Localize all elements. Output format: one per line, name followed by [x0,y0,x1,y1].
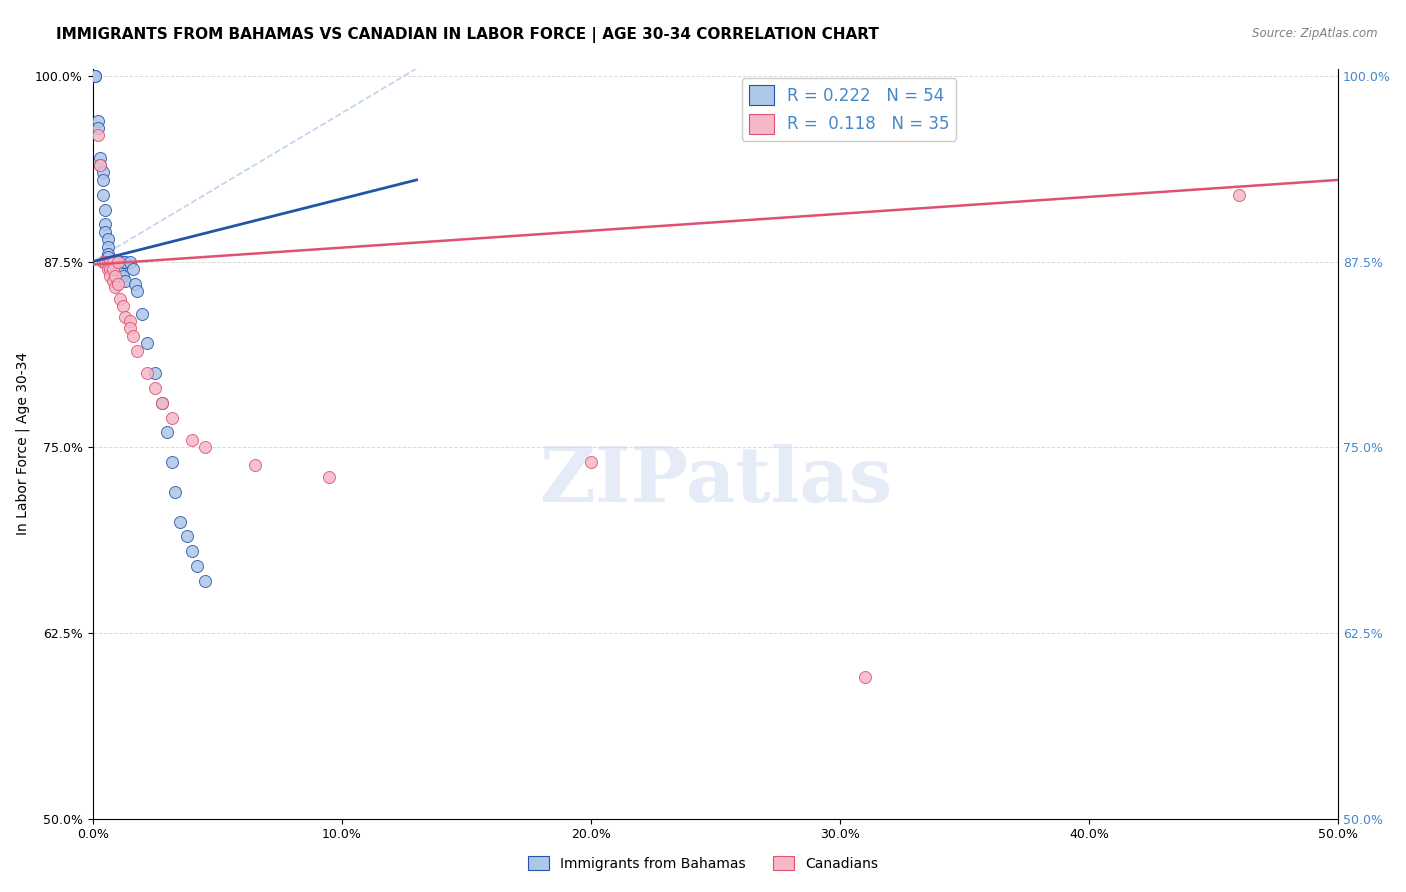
Point [94,225,117,239]
Point [101,254,124,268]
Point [143,381,166,395]
Point [94,202,117,217]
Point [108,265,131,279]
Point [101,254,124,268]
Point [97,254,120,268]
Point [194,574,217,588]
Point [98,254,121,268]
Point [1227,187,1250,202]
Point [84,69,107,83]
Point [91,173,114,187]
Point [121,262,143,277]
Point [853,671,876,685]
Point [107,262,129,277]
Point [91,165,114,179]
Point [111,299,134,313]
Point [104,269,127,284]
Point [114,310,136,324]
Point [108,292,131,306]
Point [98,258,121,272]
Point [94,254,117,268]
Point [243,458,266,472]
Point [152,395,174,409]
Point [186,559,208,574]
Point [98,254,121,268]
Point [101,274,124,288]
Point [163,484,186,499]
Point [127,343,149,358]
Point [94,218,117,232]
Point [107,277,129,291]
Point [86,113,108,128]
Point [579,455,602,469]
Point [98,269,121,284]
Point [181,433,204,447]
Point [86,128,108,143]
Point [143,366,166,380]
Point [107,274,129,288]
Point [97,262,120,277]
Point [104,262,127,277]
Point [104,254,127,268]
Point [97,247,120,261]
Point [101,254,124,268]
Y-axis label: In Labor Force | Age 30-34: In Labor Force | Age 30-34 [15,352,30,535]
Text: IMMIGRANTS FROM BAHAMAS VS CANADIAN IN LABOR FORCE | AGE 30-34 CORRELATION CHART: IMMIGRANTS FROM BAHAMAS VS CANADIAN IN L… [56,27,879,43]
Point [107,254,129,268]
Point [97,250,120,264]
Point [136,366,159,380]
Point [91,254,114,268]
Point [152,395,174,409]
Point [97,240,120,254]
Legend: Immigrants from Bahamas, Canadians: Immigrants from Bahamas, Canadians [522,850,884,876]
Point [86,120,108,135]
Point [114,274,136,288]
Point [94,254,117,268]
Point [131,307,153,321]
Point [104,269,127,284]
Point [107,254,129,268]
Point [84,69,107,83]
Point [114,254,136,268]
Point [118,314,141,328]
Point [97,254,120,268]
Point [162,455,184,469]
Text: ZIPatlas: ZIPatlas [538,444,891,518]
Point [101,262,124,277]
Point [318,470,340,484]
Point [97,232,120,246]
Point [127,285,149,299]
Point [156,425,179,440]
Point [124,277,146,291]
Point [98,254,121,268]
Point [98,254,121,268]
Point [98,262,121,277]
Point [111,254,134,268]
Point [136,336,159,351]
Point [89,151,111,165]
Point [104,280,127,294]
Point [121,329,143,343]
Point [101,259,124,273]
Point [111,269,134,284]
Point [169,515,191,529]
Point [89,158,111,172]
Point [162,410,184,425]
Point [118,321,141,335]
Point [91,187,114,202]
Point [98,262,121,277]
Point [89,158,111,172]
Point [108,254,131,268]
Legend: R = 0.222   N = 54, R =  0.118   N = 35: R = 0.222 N = 54, R = 0.118 N = 35 [742,78,956,141]
Point [176,529,198,543]
Point [101,265,124,279]
Point [181,544,204,558]
Point [194,440,217,454]
Point [118,254,141,268]
Text: Source: ZipAtlas.com: Source: ZipAtlas.com [1253,27,1378,40]
